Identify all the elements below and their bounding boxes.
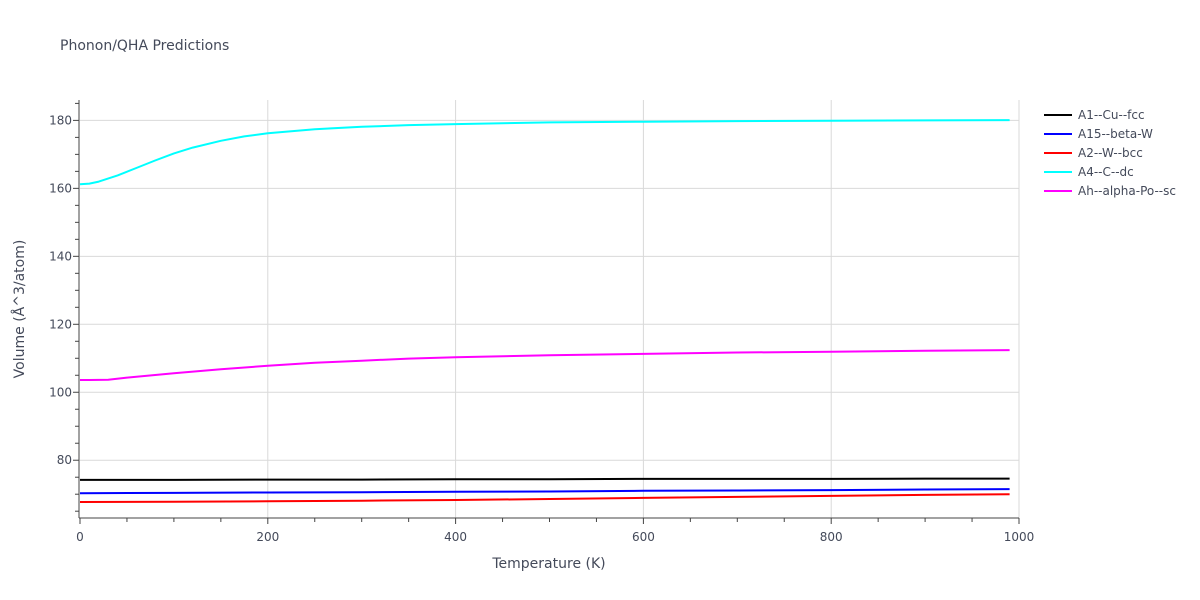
legend-item[interactable]: A4--C--dc <box>1044 165 1134 179</box>
legend[interactable]: A1--Cu--fcc A15--beta-W A2--W--bcc A4--C--d… <box>1044 108 1176 198</box>
series-line <box>79 488 1010 495</box>
x-tick-label: 800 <box>820 530 843 544</box>
y-tick-label: 140 <box>49 249 72 263</box>
legend-item[interactable]: A15--beta-W <box>1044 127 1153 141</box>
series-line <box>79 119 1010 186</box>
legend-label: A1--Cu--fcc <box>1078 108 1145 122</box>
legend-item[interactable]: A1--Cu--fcc <box>1044 108 1145 122</box>
series-lines <box>79 119 1010 503</box>
y-tick-label: 180 <box>49 113 72 127</box>
series-line <box>79 493 1010 503</box>
legend-label: A2--W--bcc <box>1078 146 1143 160</box>
y-tick-label: 160 <box>49 181 72 195</box>
axes: 0 200 400 600 800 1000 80 100 120 140 160 180 <box>49 100 1034 544</box>
legend-label: Ah--alpha-Po--sc <box>1078 184 1176 198</box>
y-axis-title: Volume (Å^3/atom) <box>11 240 28 379</box>
x-tick-label: 0 <box>76 530 84 544</box>
x-tick-label: 200 <box>256 530 279 544</box>
x-tick-label: 400 <box>444 530 467 544</box>
x-axis-title: Temperature (K) <box>491 556 605 572</box>
x-tick-label: 1000 <box>1004 530 1035 544</box>
legend-label: A15--beta-W <box>1078 127 1153 141</box>
x-tick-label: 600 <box>632 530 655 544</box>
legend-item[interactable]: A2--W--bcc <box>1044 146 1143 160</box>
legend-label: A4--C--dc <box>1078 165 1134 179</box>
series-line <box>80 477 1010 481</box>
y-tick-label: 80 <box>57 453 72 467</box>
y-tick-label: 120 <box>49 317 72 331</box>
series-line <box>80 349 1010 381</box>
grid <box>80 100 1020 518</box>
chart-title: Phonon/QHA Predictions <box>60 38 229 54</box>
y-tick-label: 100 <box>49 385 72 399</box>
legend-item[interactable]: Ah--alpha-Po--sc <box>1044 184 1176 198</box>
